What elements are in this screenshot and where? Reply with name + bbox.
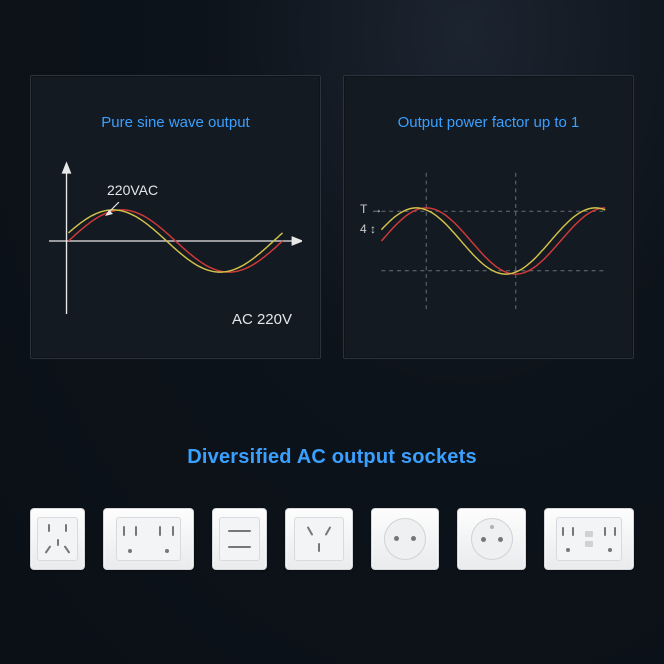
pf-chart: T → 4 ↕ (362, 154, 615, 328)
leader-arrow-icon (105, 202, 125, 216)
sine-svg (49, 154, 302, 328)
sockets-row (30, 508, 634, 570)
v-label: 4 ↕ (360, 222, 376, 236)
sine-chart: 220VAC (49, 154, 302, 328)
wave-label: 220VAC (107, 182, 158, 198)
panel-caption: AC 220V (232, 311, 292, 328)
t-label: T → (360, 202, 382, 216)
panel-power-factor: Output power factor up to 1 T → 4 ↕ (343, 75, 634, 359)
socket-eu-french (457, 508, 525, 570)
panel-title: Pure sine wave output (31, 114, 320, 131)
socket-eu-schuko (371, 508, 439, 570)
socket-cn-5pin (30, 508, 85, 570)
socket-cn-2pin (212, 508, 267, 570)
sockets-title: Diversified AC output sockets (0, 446, 664, 469)
socket-us-gfci (544, 508, 634, 570)
socket-au (285, 508, 353, 570)
panel-sine-wave: Pure sine wave output 220VAC (30, 75, 321, 359)
panel-title: Output power factor up to 1 (344, 114, 633, 131)
pf-svg (362, 154, 615, 328)
socket-us-dual (103, 508, 193, 570)
